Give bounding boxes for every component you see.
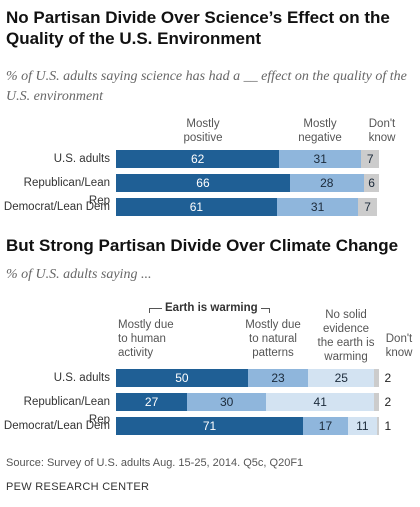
earth-warming-label: Earth is warming <box>162 301 261 315</box>
bar-segment: 7 <box>358 198 377 216</box>
bar-segment: 31 <box>279 150 362 168</box>
bar-segment: 50 <box>116 369 248 387</box>
bar-segment: 66 <box>116 174 290 192</box>
bar-segment: 7 <box>361 150 380 168</box>
chart2-subtitle: % of U.S. adults saying ... <box>6 267 152 282</box>
chart1-title: No Partisan Divide Over Science’s Effect… <box>6 8 390 48</box>
category-label: U.S. adults <box>53 372 110 384</box>
chart2-header-noevidence: No solid evidence the earth is warming <box>317 309 375 363</box>
bar-segment: 30 <box>187 393 267 411</box>
bar-segment <box>374 393 380 411</box>
bar-segment: 25 <box>308 369 375 387</box>
data-label: 2 <box>384 395 392 409</box>
category-label: Republican/Lean Rep <box>23 177 110 207</box>
category-label: U.S. adults <box>53 153 110 165</box>
bar-row: 66 28 6 <box>116 174 380 192</box>
category-label: Democrat/Lean Dem <box>3 420 110 432</box>
bar-segment: 28 <box>289 174 364 192</box>
data-label: 2 <box>384 371 392 385</box>
chart2-header-natural: Mostly due to natural patterns <box>245 319 301 359</box>
earth-warming-bracket-left-tick <box>149 308 150 313</box>
chart1-header-negative: Mostly negative <box>298 118 342 144</box>
bar-segment: 62 <box>116 150 280 168</box>
chart2-title: But Strong Partisan Divide Over Climate … <box>6 236 399 255</box>
bar-segment: 6 <box>363 174 380 192</box>
chart1-header-dontknow: Don't know <box>368 118 396 144</box>
bar-row: 71 17 11 <box>116 417 380 435</box>
bar-segment: 17 <box>303 417 348 435</box>
bar-segment <box>376 417 380 435</box>
source-note: Source: Survey of U.S. adults Aug. 15-25… <box>6 457 304 469</box>
data-label: 1 <box>384 419 392 433</box>
bar-segment: 61 <box>116 198 277 216</box>
bar-segment: 71 <box>116 417 304 435</box>
bar-row: 62 31 7 <box>116 150 380 168</box>
bar-segment: 27 <box>116 393 188 411</box>
chart1-subtitle: % of U.S. adults saying science has had … <box>6 69 407 104</box>
bar-row: 50 23 25 <box>116 369 380 387</box>
bar-segment <box>374 369 380 387</box>
category-label: Democrat/Lean Dem <box>3 201 110 213</box>
chart1-header-positive: Mostly positive <box>183 118 223 144</box>
earth-warming-bracket-right-tick <box>269 308 270 313</box>
bar-row: 27 30 41 <box>116 393 380 411</box>
chart2-header-human: Mostly due to human activity <box>118 319 174 359</box>
bar-segment: 31 <box>276 198 359 216</box>
credit-line: PEW RESEARCH CENTER <box>6 481 150 493</box>
bar-row: 61 31 7 <box>116 198 380 216</box>
bar-segment: 11 <box>347 417 377 435</box>
bar-segment: 23 <box>247 369 309 387</box>
bar-segment: 41 <box>266 393 375 411</box>
chart2-header-dontknow: Don't know <box>385 333 413 359</box>
category-label: Republican/Lean Rep <box>23 396 110 426</box>
